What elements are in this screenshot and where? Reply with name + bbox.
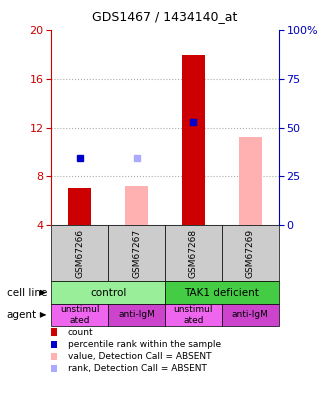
- Text: GDS1467 / 1434140_at: GDS1467 / 1434140_at: [92, 10, 238, 23]
- Text: anti-IgM: anti-IgM: [118, 310, 155, 320]
- Text: control: control: [90, 288, 126, 298]
- Text: agent: agent: [7, 310, 37, 320]
- Text: GSM67267: GSM67267: [132, 228, 141, 278]
- Text: unstimul
ated: unstimul ated: [60, 305, 99, 324]
- Text: rank, Detection Call = ABSENT: rank, Detection Call = ABSENT: [68, 364, 207, 373]
- Text: value, Detection Call = ABSENT: value, Detection Call = ABSENT: [68, 352, 211, 361]
- Text: GSM67266: GSM67266: [75, 228, 84, 278]
- Text: anti-IgM: anti-IgM: [232, 310, 269, 320]
- Bar: [68, 188, 91, 225]
- Bar: [182, 55, 205, 225]
- Text: unstimul
ated: unstimul ated: [174, 305, 213, 324]
- Text: count: count: [68, 328, 93, 337]
- Text: TAK1 deficient: TAK1 deficient: [184, 288, 259, 298]
- Text: percentile rank within the sample: percentile rank within the sample: [68, 340, 221, 349]
- Text: GSM67268: GSM67268: [189, 228, 198, 278]
- Text: cell line: cell line: [7, 288, 47, 298]
- Text: GSM67269: GSM67269: [246, 228, 255, 278]
- Bar: [125, 186, 148, 225]
- Bar: [239, 137, 262, 225]
